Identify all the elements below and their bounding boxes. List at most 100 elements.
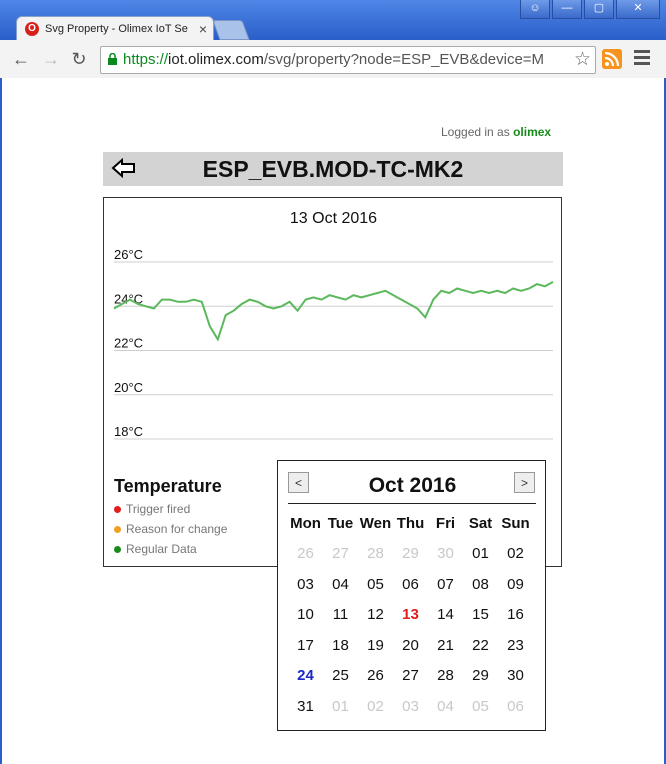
calendar-day[interactable]: 25 — [332, 667, 349, 684]
calendar-day[interactable]: 28 — [437, 667, 454, 684]
date-picker: < Oct 2016 > Mon Tue Wen Thu Fri Sat Sun 26 27 28… — [277, 460, 546, 731]
calendar-day[interactable]: 31 — [297, 697, 314, 715]
calendar-divider — [288, 503, 536, 504]
calendar-day-other-month[interactable]: 26 — [297, 545, 314, 562]
calendar-day[interactable]: 05 — [367, 575, 384, 593]
calendar-day-other-month[interactable]: 03 — [402, 697, 419, 715]
calendar-day[interactable]: 20 — [402, 636, 419, 654]
reload-icon[interactable]: ↻ — [71, 49, 87, 69]
calendar-day-other-month[interactable]: 29 — [402, 545, 419, 562]
minimize-button[interactable]: — — [552, 0, 582, 19]
weekday-header: Tue — [327, 515, 354, 532]
legend-item-regular: Regular Data — [114, 542, 197, 556]
y-tick-label: 26°C — [114, 247, 143, 262]
url-text: https://iot.olimex.com/svg/property?node… — [123, 51, 545, 68]
menu-icon[interactable] — [634, 50, 650, 68]
calendar-week-row: 03 04 05 06 07 08 09 — [288, 575, 538, 606]
calendar-day[interactable]: 19 — [367, 636, 384, 654]
weekday-header: Thu — [396, 515, 425, 532]
calendar-day[interactable]: 08 — [472, 575, 489, 593]
calendar-day[interactable]: 21 — [437, 636, 454, 654]
weekday-header: Sun — [501, 515, 530, 532]
calendar-day[interactable]: 07 — [437, 575, 454, 593]
calendar-day[interactable]: 16 — [507, 606, 524, 623]
opera-favicon-icon: O — [25, 22, 39, 36]
username-link[interactable]: olimex — [513, 125, 552, 139]
green-dot-icon — [114, 546, 121, 554]
calendar-day-other-month[interactable]: 28 — [367, 545, 384, 562]
weekday-header: Wen — [359, 515, 392, 532]
calendar-day-other-month[interactable]: 06 — [507, 697, 524, 715]
calendar-day[interactable]: 27 — [402, 667, 419, 684]
user-icon[interactable]: ☺ — [520, 0, 550, 19]
calendar-day[interactable]: 11 — [332, 606, 349, 623]
calendar-day[interactable]: 30 — [507, 667, 524, 684]
back-arrow-icon[interactable]: ← — [12, 49, 30, 69]
calendar-day-other-month[interactable]: 27 — [332, 545, 349, 562]
calendar-day-other-month[interactable]: 04 — [437, 697, 454, 715]
temperature-series-line — [113, 281, 554, 342]
chart-plot: 26°C24°C22°C20°C18°C — [113, 247, 554, 440]
calendar-day[interactable]: 03 — [297, 575, 314, 593]
calendar-day[interactable]: 18 — [332, 636, 349, 654]
calendar-day[interactable]: 26 — [367, 667, 384, 684]
calendar-day-other-month[interactable]: 05 — [472, 697, 489, 715]
back-arrow-icon[interactable] — [111, 158, 137, 178]
calendar-day[interactable]: 12 — [367, 606, 384, 623]
calendar-month-label: Oct 2016 — [368, 474, 457, 497]
orange-dot-icon — [114, 526, 121, 534]
weekday-header: Mon — [290, 515, 321, 532]
browser-toolbar: ← → ↻ https://iot.olimex.com/svg/propert… — [0, 40, 666, 79]
calendar-day[interactable]: 23 — [507, 636, 524, 654]
weekday-header: Fri — [435, 515, 456, 532]
calendar-day[interactable]: 04 — [332, 575, 349, 593]
red-dot-icon — [114, 506, 121, 514]
y-tick-label: 18°C — [114, 424, 143, 439]
weekday-header: Sat — [468, 515, 493, 532]
next-month-button[interactable]: > — [514, 472, 535, 493]
device-header: ESP_EVB.MOD-TC-MK2 — [103, 152, 563, 186]
forward-arrow-icon[interactable]: → — [42, 49, 60, 69]
tab-close-icon[interactable]: × — [198, 21, 207, 37]
lock-icon — [108, 53, 117, 65]
calendar-week-row: 10 11 12 13 14 15 16 — [288, 605, 538, 636]
calendar-day[interactable]: 15 — [472, 606, 489, 623]
new-tab-button[interactable] — [212, 20, 250, 40]
calendar-week-row: 26 27 28 29 30 01 02 — [288, 544, 538, 575]
prev-month-button[interactable]: < — [288, 472, 309, 493]
tab-title: Svg Property - Olimex IoT Se — [45, 23, 188, 35]
calendar-day[interactable]: 09 — [507, 575, 524, 593]
window-titlebar: O Svg Property - Olimex IoT Se × ☺ — ▢ ✕ — [0, 0, 666, 43]
address-bar[interactable]: https://iot.olimex.com/svg/property?node… — [100, 46, 596, 74]
y-tick-label: 22°C — [114, 336, 143, 351]
chart-date: 13 Oct 2016 — [289, 210, 378, 227]
legend-title: Temperature — [114, 476, 222, 496]
calendar-day[interactable]: 01 — [472, 545, 489, 562]
calendar-week-row: 31 01 02 03 04 05 06 — [288, 697, 538, 728]
close-window-button[interactable]: ✕ — [616, 0, 660, 19]
browser-tab[interactable]: O Svg Property - Olimex IoT Se × — [16, 16, 214, 43]
calendar-day-other-month[interactable]: 30 — [437, 545, 454, 562]
calendar-week-row: 24 25 26 27 28 29 30 — [288, 666, 538, 697]
y-tick-label: 20°C — [114, 380, 143, 395]
calendar-grid: Mon Tue Wen Thu Fri Sat Sun 26 27 28 29 30 01 02 03 04 0… — [288, 514, 538, 727]
calendar-day[interactable]: 29 — [472, 667, 489, 684]
calendar-day[interactable]: 22 — [472, 636, 489, 654]
calendar-day[interactable]: 06 — [402, 575, 419, 593]
calendar-day-other-month[interactable]: 01 — [332, 697, 349, 715]
calendar-day-other-month[interactable]: 02 — [367, 697, 384, 715]
maximize-button[interactable]: ▢ — [584, 0, 614, 19]
calendar-day[interactable]: 17 — [297, 636, 314, 654]
temperature-chart: 13 Oct 2016 26°C 24°C 22°C 20°C 18°C Tempera… — [103, 197, 562, 567]
calendar-day[interactable]: 02 — [507, 545, 524, 562]
calendar-day[interactable]: 14 — [437, 606, 454, 623]
window-controls: ☺ — ▢ ✕ — [520, 0, 660, 19]
legend-item-reason: Reason for change — [114, 522, 227, 536]
calendar-day-selected[interactable]: 24 — [297, 667, 314, 684]
calendar-day-today[interactable]: 13 — [402, 606, 419, 623]
rss-icon[interactable] — [602, 49, 622, 69]
bookmark-star-icon[interactable]: ☆ — [573, 49, 591, 70]
calendar-day[interactable]: 10 — [297, 606, 314, 623]
login-status: Logged in as olimex — [441, 125, 552, 139]
calendar-week-row: 17 18 19 20 21 22 23 — [288, 636, 538, 667]
